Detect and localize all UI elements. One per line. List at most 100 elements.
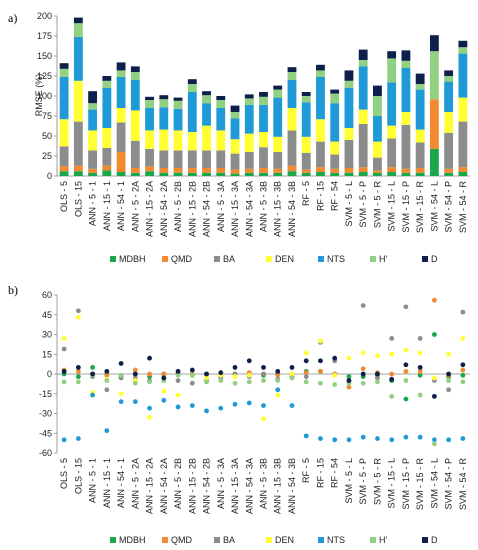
bar-segment-d [387, 51, 397, 59]
point-d [147, 355, 152, 361]
point-d [161, 375, 167, 381]
bar-segment-qmd [173, 168, 183, 173]
panel-a-legend-swatch-mdbh [110, 256, 116, 262]
bar-segment-mdbh [273, 172, 283, 176]
bar-segment-nts [387, 82, 397, 126]
point-den [147, 415, 152, 420]
point-nts [218, 405, 224, 411]
point-mdbh [417, 372, 423, 378]
point-den [446, 351, 452, 357]
bar-segment-ba [273, 152, 283, 169]
bar-segment-nts [116, 76, 126, 108]
point-den [431, 375, 437, 381]
point-h [75, 379, 81, 385]
bar-segment-d [159, 95, 169, 100]
point-d [403, 362, 409, 368]
point-d [289, 365, 295, 370]
bar-segment-d [230, 105, 240, 112]
point-nts [375, 436, 380, 441]
bar-segment-mdbh [387, 172, 397, 176]
point-ba [75, 308, 81, 314]
bar-segment-qmd [344, 168, 354, 173]
bar-segment-mdbh [316, 172, 325, 176]
bar-segment-den [344, 128, 354, 140]
panel-b: b) -60 -45 -30 -15 0 15 30 45 60 OLS - 5 OLS - 15 A… [8, 283, 470, 545]
bar-segment-h [187, 84, 197, 92]
point-h [118, 372, 124, 378]
panel-b-x-tick-label: SVM - 5 - L [344, 458, 354, 504]
bar-segment-ba [287, 130, 297, 166]
point-ba [417, 336, 423, 341]
bar-segment-nts [59, 76, 69, 120]
panel-a-label: a) [8, 11, 17, 25]
bar-segment-h [458, 47, 468, 54]
bar-segment-qmd [59, 166, 69, 172]
panel-b-legend-label-den: DEN [275, 535, 294, 545]
panel-b-y-tick-label: -45 [39, 428, 52, 438]
bar-segment-d [59, 63, 69, 69]
bar-segment-ba [444, 132, 454, 169]
point-mdbh [346, 374, 352, 380]
point-den [275, 392, 281, 398]
bar-segment-d [273, 85, 283, 90]
point-nts [175, 404, 181, 410]
panel-b-y-tick-label: 15 [42, 349, 52, 359]
bar-segment-qmd [273, 168, 283, 173]
bar-segment-mdbh [130, 172, 140, 176]
point-ba [403, 304, 409, 310]
bar-segment-den [73, 80, 83, 122]
point-qmd [346, 384, 352, 390]
panel-b-y-tick-label: 45 [42, 310, 52, 320]
point-h [332, 382, 338, 387]
bar-segment-nts [458, 53, 468, 98]
bar-segment-h [130, 72, 140, 80]
panel-b-x-tick-label: ANN - 5 - 3A [216, 458, 226, 509]
panel-a-y-tick-label: 0 [47, 171, 52, 181]
point-nts [61, 437, 67, 443]
panel-a-legend-label-ba: BA [223, 254, 235, 264]
point-h [318, 380, 323, 386]
bar-segment-nts [444, 81, 454, 112]
point-mdbh [431, 332, 437, 337]
panel-a-x-tick-label: ANN - 15 - 1 [102, 181, 112, 231]
point-d [118, 361, 124, 366]
panel-a: a) RMSE (%) 0 25 50 75 100 125 150 175 200 OLS - … [8, 11, 470, 264]
bar-segment-h [373, 96, 382, 116]
bar-segment-nts [230, 118, 240, 140]
panel-b-legend-swatch-qmd [162, 537, 168, 543]
bar-segment-den [401, 112, 411, 125]
point-nts [90, 392, 96, 398]
point-den [246, 372, 252, 378]
panel-b-x-tick-label: ANN - 15 - 3A [230, 458, 240, 514]
point-h [189, 372, 195, 378]
bar-segment-ba [187, 150, 197, 168]
point-d [389, 376, 395, 382]
point-den [261, 416, 266, 422]
bar-segment-h [230, 112, 240, 119]
bar-segment-den [159, 129, 169, 151]
point-ba [446, 387, 452, 393]
panel-a-x-tick-label: ANN - 54 - 3B [287, 181, 297, 237]
bar-segment-h [145, 100, 154, 108]
bar-segment-h [429, 51, 439, 100]
point-d [218, 370, 224, 376]
bar-segment-qmd [330, 168, 340, 173]
bar-segment-den [88, 130, 98, 151]
bar-segment-mdbh [401, 172, 411, 176]
bar-segment-mdbh [59, 171, 69, 176]
point-h [147, 379, 152, 385]
bar-segment-ba [259, 147, 268, 168]
panel-b-x-tick-label: SVM - 15 - R [415, 458, 425, 511]
panel-b-x-tick-label: ANN - 5 - 3B [259, 458, 269, 509]
bar-segment-qmd [287, 165, 297, 172]
point-mdbh [460, 372, 466, 378]
bar-segment-den [316, 119, 325, 142]
panel-b-legend-swatch-h [370, 537, 376, 543]
bar-segment-den [458, 97, 468, 122]
point-qmd [75, 368, 81, 374]
panel-a-legend-label-nts: NTS [327, 254, 345, 264]
bar-segment-qmd [230, 169, 240, 174]
bar-segment-h [259, 96, 268, 105]
panel-a-x-tick-label: ANN - 15 - 3B [273, 181, 283, 237]
bar-segment-qmd [358, 167, 368, 172]
